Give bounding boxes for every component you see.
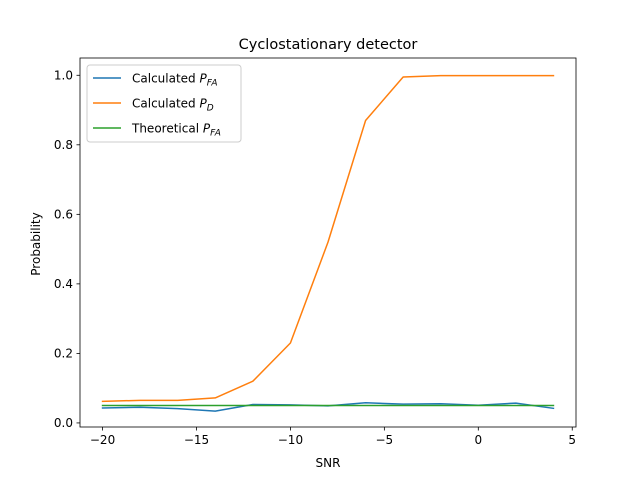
chart-title: Cyclostationary detector bbox=[239, 37, 418, 53]
plot-area: −20 −15 −10 −5 0 5 0.0 0.2 0.4 0.6 0.8 1.0 Calculate… bbox=[54, 57, 577, 447]
y-tick-label: 0.6 bbox=[54, 208, 73, 222]
y-tick-label: 0.2 bbox=[54, 347, 73, 361]
y-tick-label: 1.0 bbox=[54, 69, 73, 83]
legend-label-0: Calculated PFA bbox=[132, 71, 218, 88]
x-tick-label: −15 bbox=[184, 433, 209, 447]
x-axis-label: SNR bbox=[316, 456, 341, 470]
series-line-1 bbox=[101, 74, 555, 403]
y-tick-label: 0.0 bbox=[54, 416, 73, 430]
y-tick-label: 0.4 bbox=[54, 277, 73, 291]
x-tick-label: −5 bbox=[376, 433, 394, 447]
x-tick-label: −10 bbox=[278, 433, 303, 447]
legend-box bbox=[86, 64, 242, 143]
x-tick-label: 0 bbox=[474, 433, 482, 447]
axes-frame bbox=[79, 57, 577, 428]
legend-label-2: Theoretical PFA bbox=[131, 121, 221, 138]
x-tick-label: −20 bbox=[90, 433, 115, 447]
y-axis-label: Probability bbox=[29, 212, 43, 275]
y-tick-label: 0.8 bbox=[54, 138, 73, 152]
legend-label-1: Calculated PD bbox=[132, 96, 214, 113]
legend: Calculated PFA Calculated PD Theoretical P… bbox=[86, 64, 242, 143]
x-tick-label: 5 bbox=[568, 433, 576, 447]
